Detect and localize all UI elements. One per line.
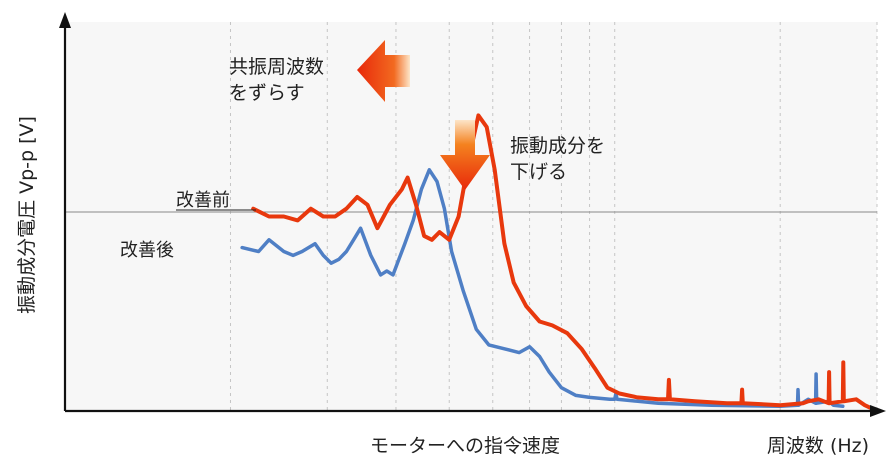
series-label-before: 改善前 xyxy=(176,190,230,211)
annotation-reduce-line1: 振動成分を xyxy=(510,135,605,157)
y-axis-label: 振動成分電圧 Vp-p [V] xyxy=(16,116,38,314)
plot-background xyxy=(65,22,877,411)
y-axis-arrow xyxy=(59,12,71,28)
annotation-reduce-line2: 下げる xyxy=(510,161,567,183)
x-axis-arrow xyxy=(870,405,886,417)
arrow-down-icon xyxy=(440,120,490,190)
annotation-shift-line1: 共振周波数 xyxy=(229,56,324,78)
x-axis-unit: 周波数 (Hz) xyxy=(767,435,869,457)
arrow-left-icon xyxy=(357,40,410,102)
annotation-reduce-vibration: 振動成分を 下げる xyxy=(440,120,605,190)
series-line-before xyxy=(251,113,875,412)
annotation-shift-frequency: 共振周波数 をずらす xyxy=(229,40,410,104)
series-line-after xyxy=(240,168,845,409)
x-axis-label: モーターへの指令速度 xyxy=(370,435,560,457)
annotation-shift-line2: をずらす xyxy=(229,82,305,104)
series-label-after: 改善後 xyxy=(120,240,174,261)
